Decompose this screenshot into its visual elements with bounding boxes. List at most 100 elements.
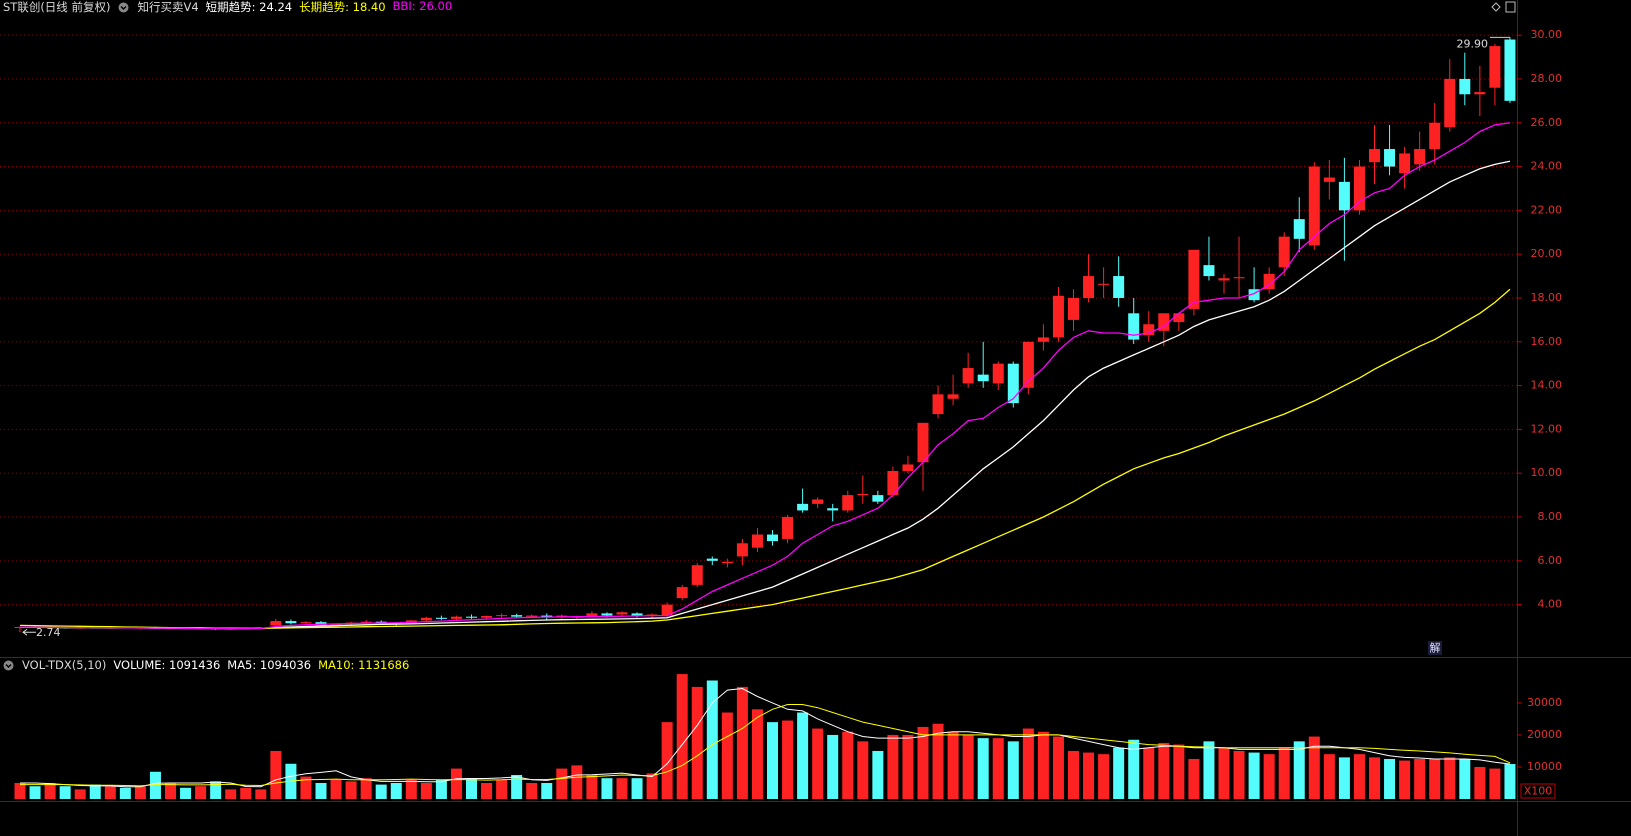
candle-body <box>1278 236 1290 268</box>
volume-bar <box>315 782 327 799</box>
low-label: 2.74 <box>36 626 61 639</box>
candle-body <box>586 613 598 617</box>
candle-body <box>1263 273 1275 290</box>
dropdown-icon[interactable] <box>118 2 129 13</box>
candle-body <box>1218 278 1230 281</box>
candle-body <box>1113 276 1125 298</box>
legend-item: VOL-TDX(5,10) <box>22 658 107 672</box>
volume-bar <box>405 779 417 799</box>
volume-bar <box>89 784 101 799</box>
volume-bar <box>1068 750 1079 799</box>
volume-bar <box>706 680 718 799</box>
candle-body <box>1098 283 1110 285</box>
candle-body <box>1083 276 1095 298</box>
candle-body <box>1308 166 1320 246</box>
volume-bar <box>556 768 568 799</box>
volume-bar <box>691 686 703 799</box>
volume-bar <box>917 726 929 799</box>
volume-bar <box>195 786 207 799</box>
volume-bar <box>165 782 176 799</box>
legend-item: 短期趋势: 24.24 <box>205 0 293 14</box>
volume-bar <box>1218 747 1230 799</box>
event-marker-box <box>1428 641 1442 655</box>
volume-bar <box>1263 754 1275 799</box>
candle-body <box>1158 313 1170 331</box>
volume-ma-line <box>20 704 1511 787</box>
volume-bar <box>345 781 357 799</box>
volume-bar <box>842 731 854 799</box>
volume-header: VOL-TDX(5,10) VOLUME: 1091436 MA5: 1094036… <box>3 658 409 672</box>
y-tick-label: 26.00 <box>1531 116 1563 129</box>
panel-icon[interactable] <box>1505 1 1516 13</box>
volume-bar <box>74 789 86 799</box>
volume-bar <box>782 720 794 799</box>
volume-bar <box>947 731 959 799</box>
volume-bar <box>1203 741 1215 799</box>
volume-legend: VOL-TDX(5,10) VOLUME: 1091436 MA5: 1094036… <box>22 658 409 672</box>
candle-body <box>1429 122 1441 150</box>
volume-bar <box>631 778 643 799</box>
candle-body <box>1007 363 1019 404</box>
volume-bar <box>1504 764 1516 799</box>
volume-bar <box>736 686 748 799</box>
price-header: ST联创(日线 前复权) 知行买卖V4 短期趋势: 24.24 长期趋势: 18.4… <box>3 0 452 14</box>
candle-body <box>736 543 748 557</box>
candle-body <box>1414 149 1426 165</box>
y-tick-label: 4.00 <box>1538 598 1563 611</box>
candle-body <box>300 622 312 624</box>
candle-body <box>721 561 733 564</box>
candle-body <box>1489 46 1501 88</box>
volume-bar <box>646 773 658 799</box>
candle-body <box>767 534 778 542</box>
volume-bar <box>751 709 763 799</box>
candle-body <box>481 616 493 618</box>
volume-bar <box>330 779 342 799</box>
candle-body <box>1143 324 1155 336</box>
volume-bar <box>616 778 628 799</box>
volume-bar <box>992 738 1004 799</box>
diamond-icon[interactable] <box>1491 2 1501 12</box>
volume-bar <box>225 789 237 799</box>
legend-item: MA5: 1094036 <box>227 658 312 672</box>
y-tick-label: 16.00 <box>1531 335 1563 348</box>
volume-bar <box>1429 758 1441 799</box>
volume-bar <box>571 765 583 799</box>
candle-body <box>1323 177 1335 182</box>
candle-body <box>661 604 673 616</box>
volume-bar <box>450 768 462 799</box>
volume-bar <box>1037 731 1049 799</box>
candle-body <box>496 615 508 617</box>
volume-bar <box>1233 750 1245 799</box>
volume-bar <box>601 778 613 799</box>
volume-bar <box>1369 757 1380 799</box>
y-tick-label: 30000 <box>1527 696 1562 709</box>
candle-body <box>1022 341 1034 388</box>
legend-item: MA10: 1131686 <box>318 658 410 672</box>
legend-item: BBI: 26.00 <box>392 0 453 13</box>
volume-bar <box>1323 754 1335 799</box>
volume-bar <box>149 771 161 799</box>
volume-bar <box>1308 736 1320 799</box>
legend-item: 长期趋势: 18.40 <box>299 0 386 14</box>
candle-body <box>902 464 914 472</box>
volume-bar <box>496 779 508 799</box>
high-label: 29.90 <box>1457 37 1489 50</box>
candle-body <box>706 558 718 561</box>
y-tick-label: 8.00 <box>1538 510 1563 523</box>
dropdown-icon[interactable] <box>3 660 14 671</box>
volume-bar <box>300 776 312 799</box>
volume-bar <box>872 750 884 799</box>
candle-body <box>450 616 462 619</box>
volume-bar <box>1113 747 1125 799</box>
volume-bar <box>977 738 989 799</box>
volume-bar <box>360 778 372 799</box>
candle-body <box>842 495 854 511</box>
candle-body <box>270 621 282 626</box>
candle-body <box>1248 289 1260 301</box>
volume-bar <box>1489 768 1501 799</box>
volume-bar <box>104 786 116 799</box>
volume-bar <box>511 774 523 799</box>
volume-bar <box>827 734 839 799</box>
volume-bar <box>1353 754 1365 799</box>
